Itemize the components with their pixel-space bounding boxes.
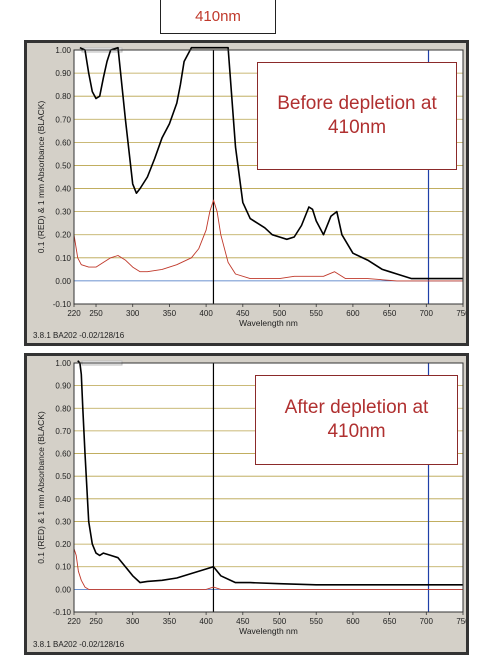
x-tick-label: 300 [126, 617, 140, 626]
y-tick-label: 0.80 [55, 92, 71, 101]
x-axis-label: Wavelength nm [239, 318, 298, 328]
y-tick-label: 0.70 [55, 427, 71, 436]
y-tick-label: 0.10 [55, 563, 71, 572]
y-tick-label: 0.60 [55, 450, 71, 459]
x-tick-label: 600 [346, 309, 360, 318]
x-tick-label: 400 [199, 309, 213, 318]
y-tick-label: 0.00 [55, 277, 71, 286]
x-axis-label: Wavelength nm [239, 626, 298, 636]
x-tick-label: 250 [89, 309, 103, 318]
y-tick-label: 0.40 [55, 185, 71, 194]
x-tick-label: 650 [383, 617, 397, 626]
x-tick-label: 700 [420, 617, 434, 626]
x-tick-label: 220 [67, 309, 81, 318]
x-tick-label: 550 [310, 617, 324, 626]
x-tick-label: 450 [236, 617, 250, 626]
series-black-line [77, 360, 463, 586]
y-tick-label: 0.60 [55, 138, 71, 147]
series-red-line [73, 548, 463, 590]
x-tick-label: 350 [163, 617, 177, 626]
y-tick-label: 0.00 [55, 585, 71, 594]
y-tick-label: 0.20 [55, 540, 71, 549]
series-red-line [73, 199, 463, 282]
x-tick-label: 500 [273, 617, 287, 626]
y-tick-label: 0.90 [55, 69, 71, 78]
wavelength-label: 410nm [160, 0, 276, 34]
annotation-after: After depletion at 410nm [255, 375, 458, 465]
y-tick-label: 0.50 [55, 161, 71, 170]
y-tick-label: 0.20 [55, 231, 71, 240]
series-black-line [79, 46, 463, 280]
x-tick-label: 220 [67, 617, 81, 626]
y-axis-label: 0.1 (RED) & 1 mm Absorbance (BLACK) [36, 101, 46, 254]
x-tick-label: 650 [383, 309, 397, 318]
y-tick-label: -0.10 [53, 300, 72, 309]
x-tick-label: 250 [89, 617, 103, 626]
x-tick-label: 300 [126, 309, 140, 318]
x-tick-label: 700 [420, 309, 434, 318]
y-tick-label: 0.10 [55, 254, 71, 263]
x-tick-label: 550 [310, 309, 324, 318]
y-tick-label: 1.00 [55, 359, 71, 368]
y-tick-label: 1.00 [55, 46, 71, 55]
x-tick-label: 750 [456, 617, 466, 626]
x-tick-label: 350 [163, 309, 177, 318]
y-tick-label: 0.30 [55, 208, 71, 217]
x-tick-label: 450 [236, 309, 250, 318]
y-tick-label: 0.50 [55, 472, 71, 481]
y-tick-label: 0.70 [55, 115, 71, 124]
x-tick-label: 750 [456, 309, 466, 318]
x-tick-label: 500 [273, 309, 287, 318]
y-tick-label: 0.40 [55, 495, 71, 504]
y-tick-label: 0.90 [55, 382, 71, 391]
y-tick-label: -0.10 [53, 608, 72, 617]
y-tick-label: 0.80 [55, 404, 71, 413]
y-axis-label: 0.1 (RED) & 1 mm Absorbance (BLACK) [36, 411, 46, 564]
footer-text: 3.8.1 BA202 -0.02/128/16 [33, 640, 125, 649]
x-tick-label: 400 [199, 617, 213, 626]
x-tick-label: 600 [346, 617, 360, 626]
plot-border [73, 49, 464, 305]
y-tick-label: 0.30 [55, 517, 71, 526]
footer-text: 3.8.1 BA202 -0.02/128/16 [33, 331, 125, 340]
annotation-before: Before depletion at 410nm [257, 62, 457, 170]
plot-border [73, 362, 464, 613]
